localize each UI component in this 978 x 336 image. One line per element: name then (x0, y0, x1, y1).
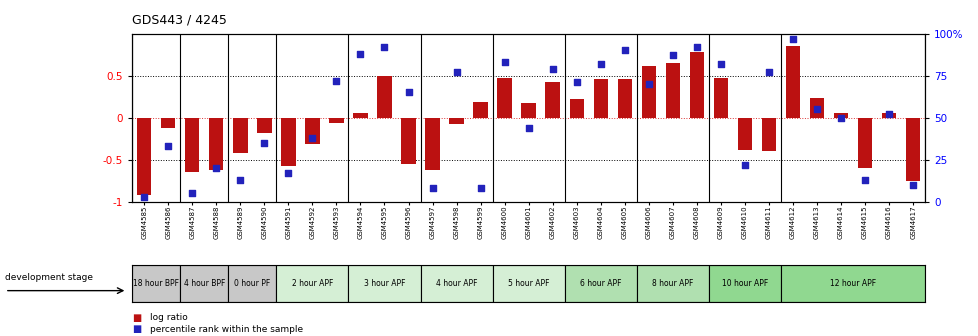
Point (832, 115, 848, 120)
Text: 5 hour APF: 5 hour APF (508, 280, 549, 288)
Point (136, 194, 152, 199)
Text: 12 hour APF: 12 hour APF (829, 280, 875, 288)
Bar (233, 118, 247, 153)
Point (256, 140, 272, 145)
Point (641, 81, 656, 87)
Point (545, 66, 560, 72)
Bar (348, 265, 421, 302)
Point (448, 70, 464, 75)
Bar (641, 66, 655, 118)
Bar (689, 52, 703, 118)
Point (400, 90, 416, 95)
Point (520, 125, 536, 130)
Text: 18 hour BPF: 18 hour BPF (133, 280, 179, 288)
Bar (617, 79, 632, 118)
Bar (353, 114, 368, 118)
Point (232, 177, 247, 182)
Bar (209, 118, 223, 170)
Bar (713, 78, 728, 118)
Point (304, 135, 320, 140)
Point (377, 44, 392, 50)
Text: log ratio: log ratio (150, 313, 188, 322)
Text: 4 hour APF: 4 hour APF (435, 280, 477, 288)
Point (281, 170, 296, 176)
Point (712, 61, 728, 67)
Text: ■: ■ (132, 312, 141, 323)
Text: development stage: development stage (5, 273, 93, 282)
Point (784, 36, 800, 41)
Bar (132, 265, 180, 302)
Point (160, 143, 176, 149)
Point (568, 80, 584, 85)
Bar (492, 265, 564, 302)
Bar (881, 113, 896, 118)
Text: 6 hour APF: 6 hour APF (579, 280, 621, 288)
Point (352, 51, 368, 56)
Bar (737, 118, 751, 150)
Bar (593, 79, 607, 118)
Text: 10 hour APF: 10 hour APF (721, 280, 768, 288)
Bar (424, 118, 439, 170)
Bar (401, 118, 416, 164)
Bar (276, 265, 348, 302)
Bar (497, 78, 511, 118)
Text: 3 hour APF: 3 hour APF (364, 280, 405, 288)
Bar (564, 265, 636, 302)
Point (496, 59, 511, 65)
Point (689, 44, 704, 50)
Bar (421, 265, 492, 302)
Point (905, 182, 920, 187)
Bar (785, 46, 799, 118)
Text: 8 hour APF: 8 hour APF (651, 280, 692, 288)
Bar (329, 118, 343, 123)
Bar (761, 118, 776, 151)
Bar (228, 265, 276, 302)
Bar (833, 114, 847, 118)
Point (736, 162, 752, 167)
Bar (857, 118, 871, 168)
Bar (137, 118, 152, 195)
Bar (521, 103, 535, 118)
Bar (569, 99, 583, 118)
Bar (185, 118, 200, 172)
Point (329, 78, 344, 83)
Bar (636, 265, 708, 302)
Point (593, 61, 608, 67)
Bar (905, 118, 919, 180)
Text: percentile rank within the sample: percentile rank within the sample (150, 325, 302, 334)
Point (184, 191, 200, 196)
Bar (377, 76, 391, 118)
Bar (708, 265, 780, 302)
Point (809, 107, 824, 112)
Text: 0 hour PF: 0 hour PF (234, 280, 270, 288)
Bar (449, 118, 464, 124)
Bar (257, 118, 271, 133)
Point (472, 185, 488, 191)
Text: 4 hour BPF: 4 hour BPF (184, 280, 225, 288)
Point (616, 48, 632, 53)
Bar (473, 102, 487, 118)
Point (857, 177, 872, 182)
Point (880, 112, 896, 117)
Text: 2 hour APF: 2 hour APF (291, 280, 333, 288)
Bar (180, 265, 228, 302)
Point (760, 70, 776, 75)
Point (424, 185, 440, 191)
Bar (545, 82, 559, 118)
Text: GDS443 / 4245: GDS443 / 4245 (132, 14, 227, 27)
Bar (281, 118, 295, 166)
Bar (780, 265, 924, 302)
Point (664, 53, 680, 58)
Bar (665, 63, 680, 118)
Bar (809, 98, 823, 118)
Bar (160, 118, 175, 128)
Bar (305, 118, 319, 144)
Point (208, 165, 224, 171)
Text: ■: ■ (132, 324, 141, 334)
